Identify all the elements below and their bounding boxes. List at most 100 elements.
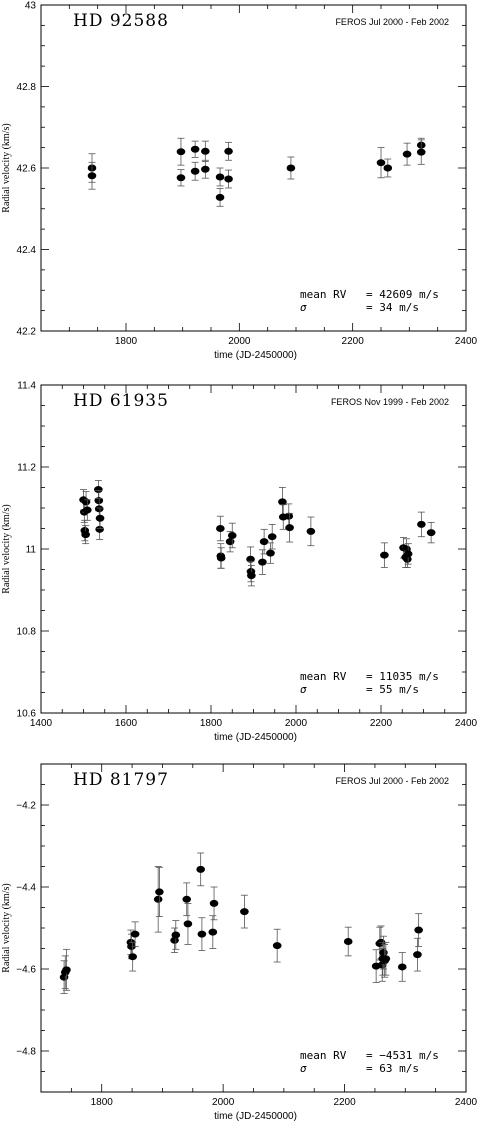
- x-axis-label: time (JD-2450000): [214, 1111, 297, 1122]
- x-tick-label: 2400: [455, 718, 478, 729]
- y-axis-label: Radial velocity (km/s): [1, 123, 12, 212]
- data-point: [83, 506, 92, 514]
- star-name: HD 61935: [73, 391, 169, 411]
- data-point: [209, 899, 219, 907]
- data-point: [247, 572, 256, 580]
- sigma-value: = 55 m/s: [366, 683, 419, 696]
- y-tick-label: 10.8: [17, 627, 37, 638]
- rv-panel-3: 1800 2000 2200 2400 −4.8 −4.6 −4.4 −4.2 time (JD…: [1, 763, 478, 1122]
- y-tick-label: 11.2: [17, 463, 36, 474]
- data-point: [130, 930, 140, 938]
- data-point: [197, 930, 207, 938]
- data-point: [216, 554, 226, 562]
- x-tick-label: 2200: [370, 718, 393, 729]
- observation-label: FEROS Nov 1999 - Feb 2002: [331, 397, 449, 407]
- observation-label: FEROS Jul 2000 - Feb 2002: [335, 17, 449, 27]
- y-tick-label: 11: [26, 545, 37, 556]
- y-axis-label: Radial velocity (km/s): [1, 504, 12, 593]
- data-point: [62, 966, 71, 974]
- x-axis-label: time (JD-2450000): [214, 350, 297, 361]
- data-point: [81, 531, 90, 539]
- plot-frame: [40, 763, 467, 1093]
- x-axis-label: time (JD-2450000): [214, 732, 297, 743]
- data-point: [426, 529, 436, 537]
- data-point: [272, 942, 282, 950]
- data-point: [183, 920, 193, 928]
- data-point: [413, 951, 422, 959]
- x-tick-label: 2000: [228, 336, 251, 347]
- data-point: [266, 549, 275, 557]
- y-tick-label: −4.6: [16, 965, 36, 976]
- data-point: [190, 145, 200, 153]
- data-point: [402, 150, 412, 158]
- data-point: [224, 147, 233, 155]
- y-tick-label: −4.4: [16, 883, 36, 894]
- data-point: [414, 926, 423, 934]
- data-point: [379, 949, 388, 957]
- sigma-label: σ: [300, 683, 307, 696]
- data-point: [258, 558, 267, 566]
- x-tick-label: 1800: [200, 718, 223, 729]
- data-point: [171, 931, 181, 939]
- data-point: [381, 955, 391, 963]
- y-tick-label: 42.4: [17, 245, 37, 256]
- data-point: [216, 525, 225, 532]
- data-point: [87, 172, 97, 180]
- sigma-label: σ: [300, 301, 307, 314]
- mean-rv-label: mean RV: [300, 1049, 347, 1062]
- data-point: [176, 174, 186, 182]
- y-tick-label: 42.2: [17, 327, 37, 338]
- data-point: [380, 551, 389, 559]
- data-point: [170, 936, 179, 944]
- x-tick-label: 2000: [285, 718, 308, 729]
- observation-label: FEROS Jul 2000 - Feb 2002: [335, 776, 449, 786]
- data-point: [215, 173, 225, 181]
- x-tick-label: 2400: [455, 336, 478, 347]
- data-point: [94, 486, 103, 494]
- rv-panel-2: 1400 1600 1800 2000 2200 2400 10.6 10.8 11 11.2 11…: [1, 381, 478, 744]
- mean-rv-value: = 11035 m/s: [366, 670, 439, 683]
- data-point: [227, 531, 237, 539]
- data-point: [286, 164, 296, 172]
- y-tick-label: 43: [25, 1, 37, 12]
- y-tick-label: −4.2: [16, 801, 36, 812]
- sigma-value: = 63 m/s: [366, 1062, 419, 1075]
- sigma-label: σ: [300, 1062, 307, 1075]
- data-point: [215, 193, 225, 201]
- data-point: [267, 533, 277, 541]
- sigma-value: = 34 m/s: [366, 301, 419, 314]
- y-tick-label: 42.8: [17, 82, 37, 93]
- x-tick-label: 2200: [342, 336, 365, 347]
- data-point: [383, 164, 393, 172]
- x-tick-label: 1400: [30, 718, 53, 729]
- mean-rv-label: mean RV: [300, 288, 347, 301]
- data-point: [127, 942, 136, 950]
- data-point: [196, 865, 205, 873]
- x-tick-label: 1800: [115, 336, 138, 347]
- plot-frame: [40, 4, 467, 332]
- data-point: [343, 938, 353, 946]
- x-tick-label: 2200: [333, 1097, 356, 1108]
- x-tick-label: 1600: [115, 718, 138, 729]
- data-point: [278, 498, 287, 506]
- data-point: [224, 175, 233, 183]
- y-tick-label: 42.6: [17, 164, 37, 175]
- data-point: [155, 888, 164, 896]
- data-point: [397, 963, 407, 971]
- x-tick-label: 1800: [91, 1097, 114, 1108]
- data-point: [240, 908, 249, 916]
- data-point: [94, 497, 104, 505]
- data-point: [246, 555, 255, 563]
- data-point: [285, 524, 294, 532]
- data-point: [201, 147, 210, 155]
- data-point: [417, 520, 426, 528]
- data-point: [128, 953, 137, 961]
- data-point: [376, 159, 386, 167]
- data-point: [403, 555, 412, 563]
- data-point: [182, 895, 192, 903]
- mean-rv-value: = 42609 m/s: [366, 288, 439, 301]
- data-point: [284, 512, 294, 520]
- data-point: [176, 148, 186, 156]
- data-point: [208, 928, 218, 936]
- x-tick-label: 2000: [212, 1097, 235, 1108]
